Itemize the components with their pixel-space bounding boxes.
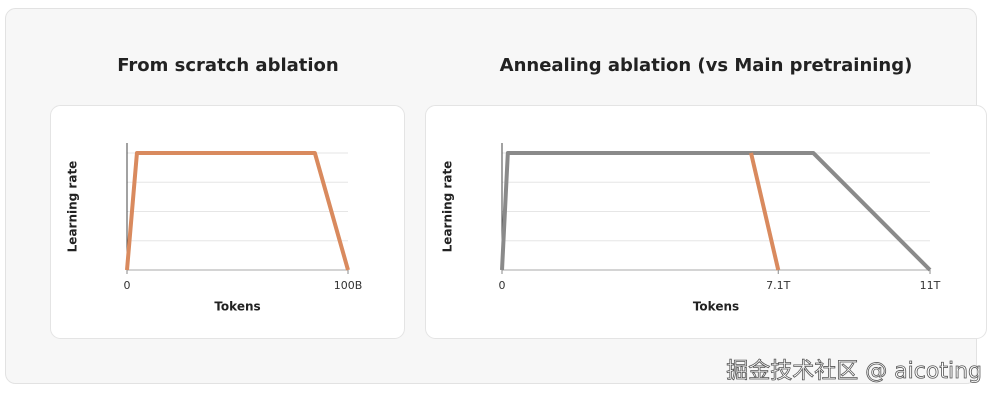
chart-title: Annealing ablation (vs Main pretraining): [500, 55, 913, 76]
x-tick-label: 0: [499, 279, 506, 292]
line-series: [500, 150, 932, 272]
x-tick-label: 11T: [920, 279, 941, 292]
x-axis-label: Tokens: [214, 300, 260, 314]
x-tick-label: 0: [124, 279, 131, 292]
y-axis-label: Learning rate: [441, 161, 455, 253]
line-series: [125, 150, 350, 271]
chart-title: From scratch ablation: [117, 55, 338, 76]
x-tick-label: 100B: [334, 279, 363, 292]
watermark: 掘金技术社区 @ aicoting: [726, 359, 982, 384]
x-axis-label: Tokens: [693, 300, 739, 314]
card: [425, 105, 987, 339]
y-axis-label: Learning rate: [66, 161, 80, 253]
line-series: [749, 152, 781, 271]
x-tick-label: 7.1T: [766, 279, 790, 292]
